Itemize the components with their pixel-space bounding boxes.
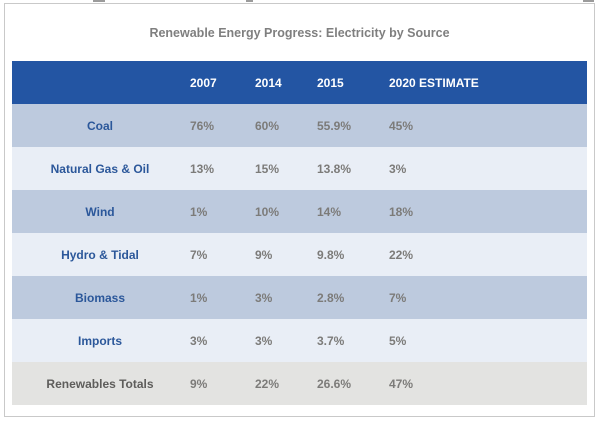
table-row-biomass: Biomass 1% 3% 2.8% 7% [12, 276, 587, 319]
cell-value: 18% [389, 204, 414, 219]
cell-value: 22% [255, 376, 280, 391]
clipped-text-fragment [93, 0, 105, 2]
table-row-hydro-tidal: Hydro & Tidal 7% 9% 9.8% 22% [12, 233, 587, 276]
cell-value: 15% [255, 161, 280, 176]
row-label: Wind [85, 204, 115, 219]
cell-value: 10% [255, 204, 280, 219]
table-row-natural-gas-oil: Natural Gas & Oil 13% 15% 13.8% 3% [12, 147, 587, 190]
table-row-renewables-totals: Renewables Totals 9% 22% 26.6% 47% [12, 362, 587, 405]
cell-value: 3% [255, 290, 273, 305]
cell-value: 3% [190, 333, 208, 348]
cell-value: 5% [389, 333, 407, 348]
cell-value: 1% [190, 204, 208, 219]
clipped-text-fragment [246, 0, 253, 2]
page-title: Renewable Energy Progress: Electricity b… [149, 26, 450, 40]
row-label: Coal [86, 118, 113, 133]
header-cell-2015: 2015 [317, 75, 344, 90]
cell-value: 14% [317, 204, 342, 219]
clipped-text-fragment [583, 0, 594, 2]
table-row-imports: Imports 3% 3% 3.7% 5% [12, 319, 587, 362]
cell-value: 47% [389, 376, 414, 391]
header-cell-2014: 2014 [255, 75, 282, 90]
cell-value: 9.8% [317, 247, 345, 262]
row-label: Biomass [74, 290, 126, 305]
cell-value: 2.8% [317, 290, 345, 305]
row-label: Renewables Totals [46, 376, 154, 391]
table-row-wind: Wind 1% 10% 14% 18% [12, 190, 587, 233]
cell-value: 9% [255, 247, 273, 262]
header-cell-2020-estimate: 2020 ESTIMATE [389, 75, 479, 90]
cell-value: 3.7% [317, 333, 345, 348]
cell-value: 55.9% [317, 118, 352, 133]
cell-value: 3% [389, 161, 407, 176]
cell-value: 76% [190, 118, 215, 133]
table-card: Renewable Energy Progress: Electricity b… [4, 3, 595, 417]
cell-value: 7% [190, 247, 208, 262]
cell-value: 3% [255, 333, 273, 348]
cell-value: 7% [389, 290, 407, 305]
cell-value: 1% [190, 290, 208, 305]
header-row: 2007 2014 2015 2020 ESTIMATE [12, 61, 587, 104]
row-label: Imports [77, 333, 122, 348]
cell-value: 9% [190, 376, 208, 391]
cell-value: 13% [190, 161, 215, 176]
header-cell-blank [12, 61, 188, 104]
cell-value: 26.6% [317, 376, 352, 391]
cell-value: 45% [389, 118, 414, 133]
cell-value: 22% [389, 247, 414, 262]
cell-value: 13.8% [317, 161, 352, 176]
row-label: Hydro & Tidal [61, 247, 139, 262]
energy-source-table: 2007 2014 2015 2020 ESTIMATE Coal 76% 60… [12, 61, 587, 405]
table-row-coal: Coal 76% 60% 55.9% 45% [12, 104, 587, 147]
cell-value: 60% [255, 118, 280, 133]
row-label: Natural Gas & Oil [50, 161, 150, 176]
header-cell-2007: 2007 [190, 75, 217, 90]
